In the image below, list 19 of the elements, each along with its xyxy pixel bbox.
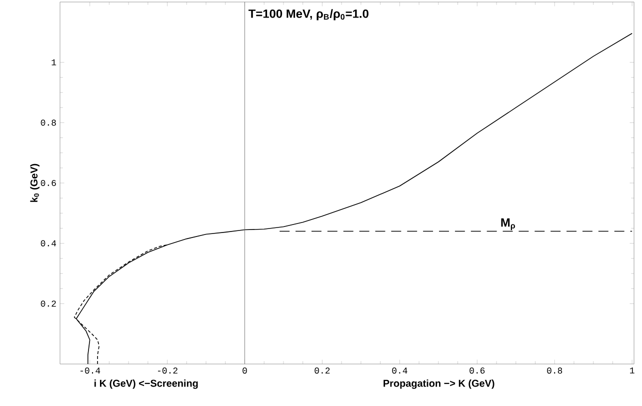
y-tick-label: 0.2 — [40, 300, 56, 307]
text: i K (GeV) <−Screening — [94, 380, 198, 389]
y-tick-label: 0.8 — [40, 120, 56, 126]
y-tick-label: 0.6 — [40, 180, 56, 186]
x-axis-title: Propagation −> K (GeV) — [384, 380, 494, 389]
x-tick-label: 0.2 — [314, 368, 330, 374]
x-tick-label: 1 — [630, 368, 634, 374]
x-tick-label: 0.6 — [470, 368, 485, 374]
annotation: M$_{ρ}$ — [501, 218, 516, 230]
x-tick-label: 0.4 — [392, 368, 408, 374]
x-tick-label: -0.2 — [158, 368, 178, 374]
x-tick-label: 0.8 — [547, 368, 562, 374]
annotation: T=100 MeV, ρ$_{B}$/ρ$_{0}$=1.0 — [248, 9, 368, 20]
y-tick-label: 1 — [52, 59, 56, 66]
line-series — [76, 32, 632, 364]
y-axis-title: k$_{0}$ (GeV) — [30, 164, 40, 202]
y-tick-label: 0.4 — [40, 240, 56, 246]
x-tick-label: 0 — [242, 368, 247, 374]
x-tick-label: -0.4 — [80, 368, 100, 374]
